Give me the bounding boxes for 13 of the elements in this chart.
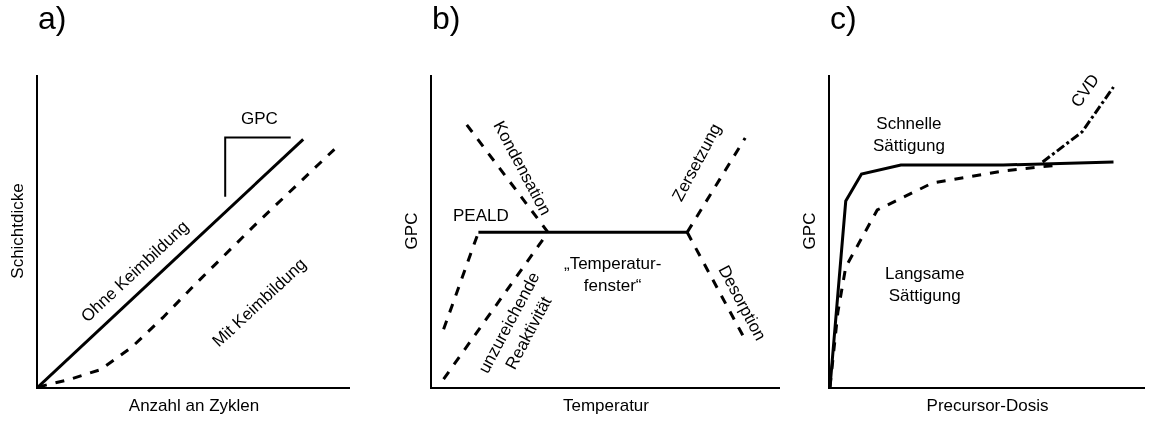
y-axis-title: GPC	[800, 212, 820, 250]
chart-title: b)	[432, 0, 461, 36]
chart-title: c)	[830, 0, 857, 36]
x-axis-title: Temperatur	[563, 396, 650, 416]
y-axis-title: GPC	[402, 212, 422, 250]
text: GPC	[241, 109, 278, 128]
annotation: „Temperatur- fenster“	[564, 254, 662, 296]
x-axis-title: Precursor-Dosis	[926, 396, 1049, 416]
chart-title: a)	[38, 0, 67, 36]
x-axis-title: Anzahl an Zyklen	[128, 396, 260, 416]
annotation: Langsame Sättigung	[885, 264, 965, 306]
annotation: Schnelle Sättigung	[873, 114, 945, 156]
y-axis-title: Schichtdicke	[8, 183, 28, 279]
